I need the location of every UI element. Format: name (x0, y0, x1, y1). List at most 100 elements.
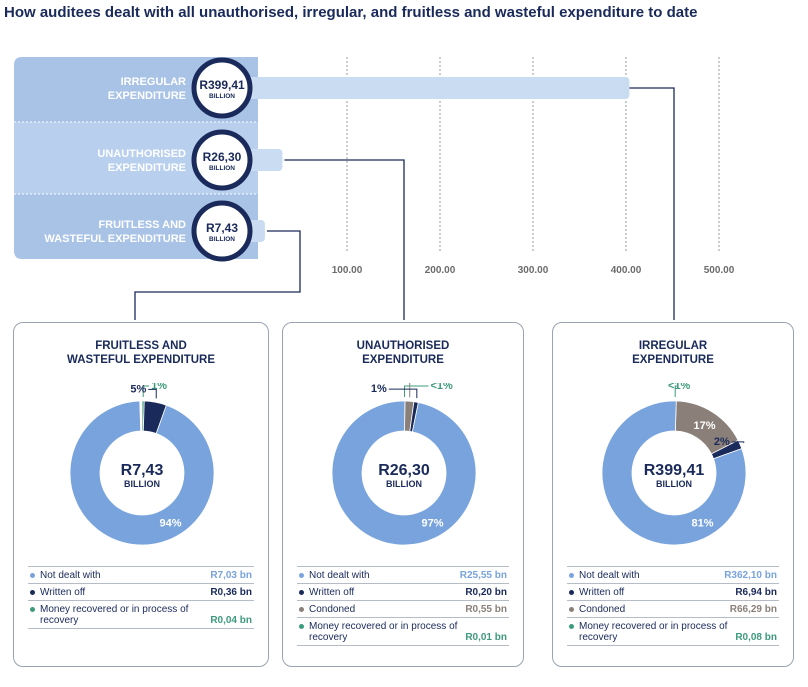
legend-row: Not dealt with R25,55 bn (297, 566, 509, 584)
slice-pct-label: 2% (714, 436, 730, 448)
bar-unit-label: BILLION (209, 165, 235, 172)
legend-row: Written off R0,20 bn (297, 584, 509, 601)
legend-value: R362,10 bn (724, 570, 777, 581)
legend-row: Money recovered or in process of recover… (567, 618, 779, 646)
legend-row: Condoned R0,55 bn (297, 601, 509, 618)
bar-chart: 100.00 200.00 300.00 400.00 500.00R399,41BIL… (14, 57, 735, 320)
card-title: UNAUTHORISED EXPENDITURE (283, 339, 523, 367)
category-label: FRUITLESS AND (98, 219, 186, 231)
leader-line (142, 385, 150, 398)
legend-label: Written off (579, 587, 625, 598)
leader-line (148, 388, 157, 399)
donut-center-value: R399,41 (644, 462, 705, 479)
card-title: FRUITLESS AND WASTEFUL EXPENDITURE (14, 339, 268, 367)
value-circle (191, 129, 253, 191)
legend-label: Not dealt with (40, 570, 101, 581)
slice-pct-label: 1% (151, 383, 167, 392)
legend-label: Not dealt with (579, 570, 640, 581)
legend-label: Condoned (579, 604, 626, 615)
legend-dot-icon (30, 607, 35, 612)
legend-key: Not dealt with (299, 570, 370, 581)
legend-dot-icon (569, 624, 574, 629)
legend-value: R6,94 bn (735, 587, 777, 598)
legend-label: Written off (309, 587, 355, 598)
legend: Not dealt with R362,10 bn Written off R6,94… (567, 566, 779, 646)
legend-dot-icon (569, 607, 574, 612)
donut-center-unit: BILLION (386, 479, 422, 489)
card-title-line: UNAUTHORISED (356, 340, 450, 352)
card-title: IRREGULAR EXPENDITURE (553, 339, 793, 367)
legend-key: Condoned (569, 604, 625, 615)
leader-line (674, 385, 678, 398)
bar-value-label: R7,43 (206, 221, 238, 235)
slice-pct-label: 17% (694, 420, 716, 432)
card-title-line: FRUITLESS AND (95, 340, 187, 352)
legend-dot-icon (30, 590, 35, 595)
bar-unit-label: BILLION (209, 236, 235, 243)
legend-label: Not dealt with (309, 570, 370, 581)
legend-value: R7,03 bn (210, 570, 252, 581)
donut-center-unit: BILLION (124, 479, 160, 489)
leader-line (388, 388, 418, 399)
bar-value-label: R399,41 (199, 78, 245, 92)
donut-slice-not-dealt (601, 400, 747, 546)
slice-pct-label: 5% (130, 383, 146, 395)
slice-pct-label: <1% (430, 383, 453, 392)
category-label: UNAUTHORISED (97, 148, 186, 160)
legend-label: Money recovered or in process of recover… (579, 621, 728, 643)
legend-dot-icon (569, 573, 574, 578)
legend-label: Condoned (309, 604, 356, 615)
legend-label: Money recovered or in process of recover… (40, 604, 189, 626)
legend-row: Money recovered or in process of recover… (297, 618, 509, 646)
legend-value: R66,29 bn (729, 604, 777, 615)
legend-row: Not dealt with R7,03 bn (28, 566, 254, 584)
donut-center-value: R26,30 (378, 462, 430, 479)
bar-value-label: R26,30 (203, 150, 242, 164)
legend-row: Not dealt with R362,10 bn (567, 566, 779, 584)
bar (240, 77, 630, 99)
legend-key: Not dealt with (569, 570, 640, 581)
category-label: WASTEFUL EXPENDITURE (44, 233, 186, 245)
legend-dot-icon (299, 607, 304, 612)
leader-line (731, 441, 745, 443)
legend-row: Written off R6,94 bn (567, 584, 779, 601)
category-label: IRREGULAR (121, 76, 186, 88)
card-title-line: EXPENDITURE (632, 354, 714, 366)
connector-line (629, 87, 675, 320)
page-title: How auditees dealt with all unauthorised… (4, 4, 698, 21)
tick-label: 500.00 (704, 265, 735, 276)
donut-slice-not-dealt (69, 400, 215, 546)
tick-label: 400.00 (611, 265, 642, 276)
fruitless-card: FRUITLESS AND WASTEFUL EXPENDITURE 1% 5% 9… (13, 322, 269, 667)
legend-value: R0,20 bn (465, 587, 507, 598)
slice-pct-label: 81% (691, 517, 713, 529)
value-circle (191, 200, 253, 262)
unauthorised-card: UNAUTHORISED EXPENDITURE <1%2%1%97%R26,3… (282, 322, 524, 667)
tick-label: 100.00 (332, 265, 363, 276)
legend-key: Money recovered or in process of recover… (299, 621, 459, 643)
donut-slice-not-dealt (331, 400, 477, 546)
legend-value: R0,36 bn (210, 587, 252, 598)
connector-line (134, 230, 301, 320)
legend-key: Money recovered or in process of recover… (569, 621, 729, 643)
connector-line (284, 159, 405, 320)
donut-center-value: R7,43 (121, 462, 164, 479)
irregular-card: IRREGULAR EXPENDITURE <1% 17% 2% 81% R399,41… (552, 322, 794, 667)
tick-label: 200.00 (425, 265, 456, 276)
legend-dot-icon (569, 590, 574, 595)
legend-row: Money recovered or in process of recover… (28, 601, 254, 629)
legend-label: Written off (40, 587, 86, 598)
card-title-line: IRREGULAR (638, 340, 708, 352)
slice-pct-label: 97% (421, 517, 443, 529)
slice-pct-label: 94% (159, 517, 181, 529)
legend-value: R0,01 bn (465, 632, 507, 643)
category-label: EXPENDITURE (108, 162, 186, 174)
legend-row: Condoned R66,29 bn (567, 601, 779, 618)
legend-dot-icon (299, 573, 304, 578)
legend-dot-icon (30, 573, 35, 578)
legend-value: R0,04 bn (210, 615, 252, 626)
legend-dot-icon (299, 590, 304, 595)
